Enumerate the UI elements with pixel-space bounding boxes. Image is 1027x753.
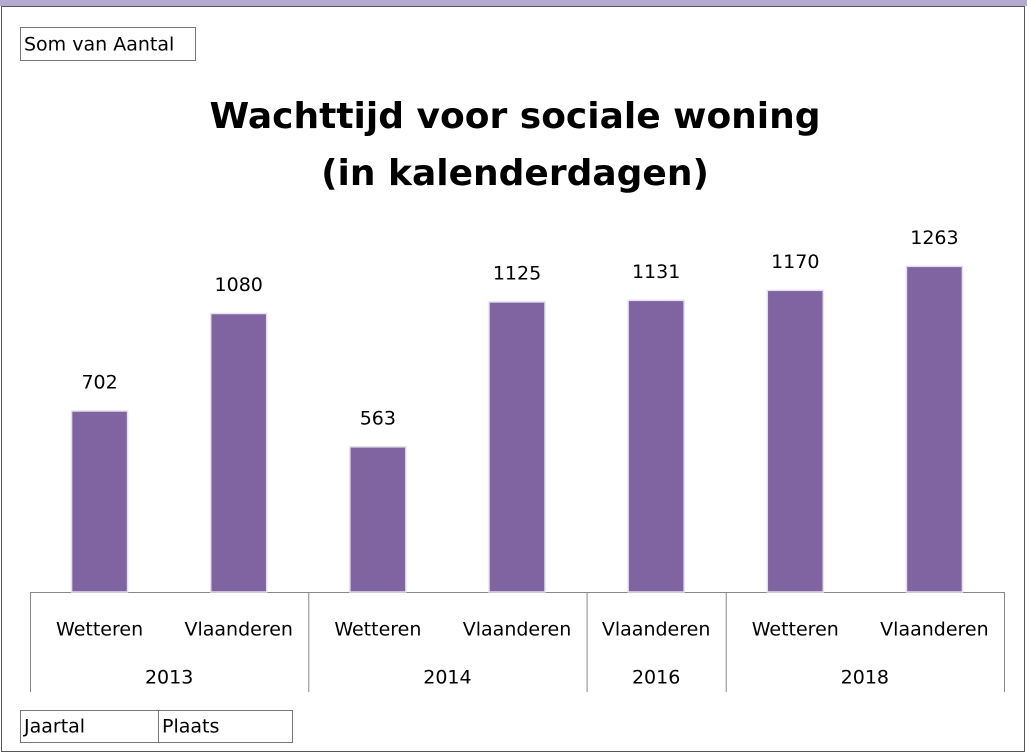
group-label: 2018 <box>841 667 889 689</box>
field-button[interactable] <box>20 27 196 61</box>
field-button[interactable] <box>20 710 159 743</box>
bar <box>209 312 268 593</box>
group-label: 2014 <box>423 667 471 689</box>
bar <box>905 265 964 593</box>
field-button-label: Plaats <box>162 716 219 738</box>
data-label: 1080 <box>215 274 263 296</box>
data-label: 1170 <box>771 251 819 273</box>
x-tick-label: Vlaanderen <box>602 619 710 641</box>
x-tick-label: Vlaanderen <box>463 619 571 641</box>
bar <box>766 289 825 593</box>
x-tick-label: Vlaanderen <box>880 619 988 641</box>
field-button-label: Jaartal <box>23 716 85 738</box>
group-label: 2016 <box>632 667 680 689</box>
group-label: 2013 <box>145 667 193 689</box>
field-button[interactable] <box>158 710 293 743</box>
chart-title: Wachttijd voor sociale woning <box>209 96 820 137</box>
x-tick-label: Wetteren <box>334 619 421 641</box>
bar <box>488 301 546 593</box>
chart-border <box>1 6 1025 752</box>
data-label: 1131 <box>632 261 680 283</box>
data-label: 1125 <box>493 262 541 284</box>
bar <box>70 410 129 593</box>
bar <box>627 299 685 593</box>
x-tick-label: Wetteren <box>752 619 839 641</box>
x-tick-label: Vlaanderen <box>184 619 292 641</box>
chart-title: (in kalenderdagen) <box>321 153 709 194</box>
x-tick-label: Wetteren <box>56 619 143 641</box>
bar <box>349 446 407 593</box>
data-label: 702 <box>81 371 117 393</box>
field-button-label: Som van Aantal <box>24 34 174 56</box>
window-strip <box>0 0 1027 6</box>
data-label: 563 <box>360 407 396 429</box>
data-label: 1263 <box>910 227 958 249</box>
